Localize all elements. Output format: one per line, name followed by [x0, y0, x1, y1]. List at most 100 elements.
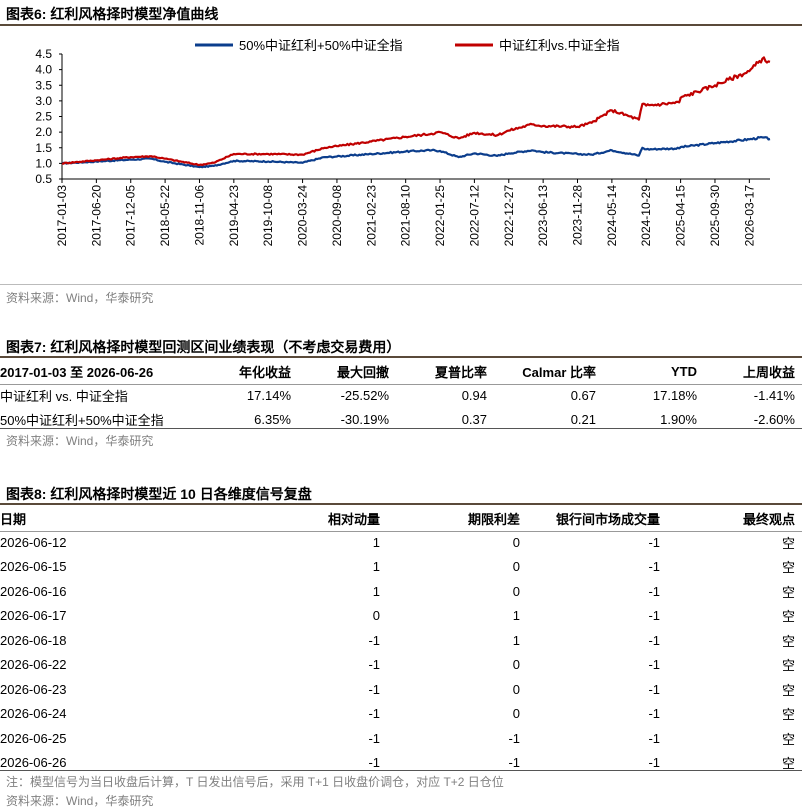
sig-cell-date: 2026-06-18: [0, 632, 67, 648]
sig-cell-momentum: 0: [372, 608, 380, 624]
sig-cell-final-view: 空: [781, 731, 795, 747]
series-line-dividend-vs-all: [61, 56, 771, 167]
sig-cell-interbank-volume: -1: [648, 534, 660, 550]
x-tick-label: 2020-03-24: [296, 185, 310, 247]
sig-cell-term-spread: 0: [512, 583, 520, 599]
x-tick-label: 2024-05-14: [605, 185, 619, 247]
sig-cell-term-spread: -1: [508, 755, 520, 771]
table-row: 2026-06-24 -1 0 -1 空: [0, 702, 795, 727]
x-tick-label: 2019-04-23: [227, 185, 241, 247]
sig-cell-momentum: 1: [372, 559, 380, 575]
sig-cell-momentum: -1: [368, 681, 380, 697]
legend-label: 中证红利vs.中证全指: [499, 38, 620, 53]
sig-cell-final-view: 空: [781, 535, 795, 551]
table-row: 2026-06-25 -1 -1 -1 空: [0, 726, 795, 751]
sig-cell-term-spread: -1: [508, 730, 520, 746]
perf-header-max-drawdown: 最大回撤: [336, 364, 389, 380]
x-tick-label: 2024-10-29: [639, 185, 653, 247]
sig-cell-interbank-volume: -1: [648, 681, 660, 697]
x-tick-label: 2017-06-20: [89, 185, 103, 247]
x-tick-label: 2022-01-25: [433, 185, 447, 247]
perf-cell: 0.37: [461, 411, 487, 427]
sig-cell-term-spread: 1: [512, 632, 520, 648]
y-tick-label: 2.5: [35, 110, 52, 124]
sig-cell-final-view: 空: [781, 658, 795, 674]
fig7-source: 资料来源：Wind，华泰研究: [6, 434, 154, 448]
perf-cell: 50%中证红利+50%中证全指: [0, 412, 164, 428]
sig-cell-date: 2026-06-24: [0, 706, 67, 722]
table-row: 50%中证红利+50%中证全指 6.35% -30.19% 0.37 0.21 …: [0, 407, 795, 431]
table-row: 2026-06-26 -1 -1 -1 空: [0, 751, 795, 776]
x-tick-label: 2018-05-22: [158, 185, 172, 247]
sig-cell-final-view: 空: [781, 682, 795, 698]
sig-cell-date: 2026-06-26: [0, 755, 67, 771]
fig7-header-rule: [0, 384, 802, 385]
sig-cell-interbank-volume: -1: [648, 608, 660, 624]
y-tick-label: 3.0: [35, 94, 52, 108]
sig-cell-momentum: -1: [368, 730, 380, 746]
performance-header-row: 2017-01-03 至 2026-06-26 年化收益 最大回撤 夏普比率 C…: [0, 359, 795, 383]
sig-cell-interbank-volume: -1: [648, 706, 660, 722]
x-tick-label: 2026-03-17: [742, 185, 756, 247]
fig8-note: 注：模型信号为当日收盘后计算，T 日发出信号后，采用 T+1 日收盘价调仓，对应…: [6, 775, 504, 789]
table-row: 2026-06-15 1 0 -1 空: [0, 555, 795, 580]
sig-cell-term-spread: 0: [512, 657, 520, 673]
fig8-source: 资料来源：Wind，华泰研究: [6, 794, 154, 808]
fig6-source: 资料来源：Wind，华泰研究: [6, 291, 154, 305]
sig-cell-interbank-volume: -1: [648, 559, 660, 575]
perf-cell: 1.90%: [660, 411, 697, 427]
perf-cell: 6.35%: [254, 411, 291, 427]
sig-cell-interbank-volume: -1: [648, 583, 660, 599]
sig-cell-date: 2026-06-15: [0, 559, 67, 575]
table-row: 2026-06-16 1 0 -1 空: [0, 579, 795, 604]
sig-cell-date: 2026-06-12: [0, 534, 67, 550]
sig-cell-date: 2026-06-25: [0, 730, 67, 746]
perf-cell: 17.18%: [652, 387, 697, 403]
perf-cell: -1.41%: [753, 387, 795, 403]
sig-cell-final-view: 空: [781, 560, 795, 576]
perf-cell: 0.67: [570, 387, 596, 403]
sig-cell-momentum: -1: [368, 632, 380, 648]
table-row: 2026-06-17 0 1 -1 空: [0, 604, 795, 629]
sig-cell-interbank-volume: -1: [648, 755, 660, 771]
x-tick-label: 2022-12-27: [502, 185, 516, 247]
x-tick-label: 2022-07-12: [467, 185, 481, 247]
perf-cell: 0.94: [461, 387, 487, 403]
sig-cell-interbank-volume: -1: [648, 730, 660, 746]
perf-header-annual-return: 年化收益: [238, 364, 291, 380]
sig-header-final-view: 最终观点: [742, 511, 795, 527]
y-tick-label: 2.0: [35, 125, 52, 139]
sig-cell-final-view: 空: [781, 633, 795, 649]
x-tick-label: 2023-11-28: [571, 185, 585, 246]
perf-cell: 0.21: [570, 411, 596, 427]
sig-cell-term-spread: 1: [512, 608, 520, 624]
table-row: 2026-06-23 -1 0 -1 空: [0, 677, 795, 702]
y-tick-label: 4.5: [35, 47, 52, 61]
perf-header-last-week: 上周收益: [742, 364, 795, 380]
perf-cell: -30.19%: [340, 411, 389, 427]
y-tick-label: 4.0: [35, 63, 52, 77]
sig-cell-momentum: -1: [368, 657, 380, 673]
table-row: 2026-06-22 -1 0 -1 空: [0, 653, 795, 678]
sig-cell-final-view: 空: [781, 707, 795, 723]
perf-cell: 17.14%: [246, 387, 291, 403]
signal-table: 日期 相对动量 期限利差 银行间市场成交量 最终观点 2026-06-12 1 0 -…: [0, 506, 795, 775]
perf-cell: -2.60%: [753, 411, 795, 427]
table-row: 2026-06-12 1 0 -1 空: [0, 530, 795, 555]
y-tick-label: 0.5: [35, 172, 52, 186]
x-tick-label: 2017-12-05: [124, 185, 138, 247]
signal-header-row: 日期 相对动量 期限利差 银行间市场成交量 最终观点: [0, 506, 795, 530]
sig-cell-date: 2026-06-16: [0, 583, 67, 599]
fig7-title-rule: [0, 356, 802, 358]
fig8-title: 图表8: 红利风格择时模型近 10 日各维度信号复盘: [6, 486, 312, 502]
sig-cell-interbank-volume: -1: [648, 632, 660, 648]
sig-cell-term-spread: 0: [512, 681, 520, 697]
sig-header-date: 日期: [0, 511, 27, 527]
x-tick-label: 2021-02-23: [364, 185, 378, 247]
sig-cell-momentum: -1: [368, 706, 380, 722]
x-tick-label: 2020-09-08: [330, 185, 344, 247]
sig-cell-date: 2026-06-17: [0, 608, 67, 624]
fig6-title-rule: [0, 24, 802, 26]
fig6-bottom-rule: [0, 284, 802, 285]
